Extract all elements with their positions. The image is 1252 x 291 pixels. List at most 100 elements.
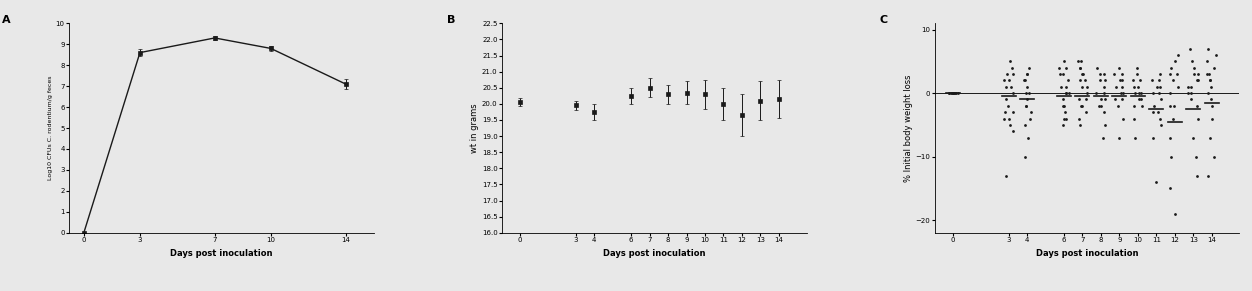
Point	[1181, 91, 1201, 95]
Point	[999, 123, 1019, 127]
Point	[1179, 46, 1199, 51]
Y-axis label: Log10 CFUs C. rodentium/g feces: Log10 CFUs C. rodentium/g feces	[48, 76, 53, 180]
Point	[1132, 104, 1152, 108]
Point	[1143, 135, 1163, 140]
Point	[1002, 84, 1022, 89]
Point	[1069, 116, 1089, 121]
Point	[1111, 78, 1131, 83]
Point	[1166, 212, 1186, 216]
Point	[1127, 65, 1147, 70]
Point	[1182, 59, 1202, 64]
Point	[1090, 104, 1111, 108]
Point	[1186, 154, 1206, 159]
Text: B: B	[447, 15, 456, 25]
Point	[1075, 97, 1096, 102]
Point	[1187, 104, 1207, 108]
Point	[1188, 116, 1208, 121]
Point	[1069, 97, 1089, 102]
Point	[1070, 123, 1090, 127]
Point	[1159, 186, 1179, 191]
Point	[1109, 65, 1129, 70]
Text: C: C	[880, 15, 888, 25]
Point	[1106, 97, 1126, 102]
Point	[1151, 72, 1171, 77]
Point	[1184, 65, 1204, 70]
Point	[1059, 91, 1079, 95]
Point	[1075, 78, 1096, 83]
Point	[1054, 104, 1074, 108]
Point	[1152, 97, 1172, 102]
Point	[1017, 84, 1037, 89]
Point	[1055, 116, 1075, 121]
Point	[1144, 104, 1164, 108]
Point	[943, 91, 963, 95]
Point	[1112, 78, 1132, 83]
Point	[1198, 46, 1218, 51]
Point	[1017, 97, 1037, 102]
Point	[1126, 91, 1146, 95]
Point	[1187, 173, 1207, 178]
Point	[943, 91, 963, 95]
Point	[1197, 72, 1217, 77]
Point	[998, 104, 1018, 108]
Point	[1161, 91, 1181, 95]
Point	[1053, 59, 1073, 64]
Point	[1163, 116, 1183, 121]
Point	[1094, 110, 1114, 114]
Point	[1164, 104, 1184, 108]
Point	[1198, 72, 1218, 77]
Point	[1094, 91, 1114, 95]
Point	[1104, 72, 1124, 77]
Point	[1147, 84, 1167, 89]
Point	[1129, 91, 1149, 95]
X-axis label: Days post inoculation: Days post inoculation	[603, 249, 705, 258]
Point	[1019, 91, 1039, 95]
Point	[1072, 72, 1092, 77]
X-axis label: Days post inoculation: Days post inoculation	[170, 249, 273, 258]
Point	[1017, 72, 1037, 77]
Point	[994, 116, 1014, 121]
Point	[1003, 91, 1023, 95]
Point	[1201, 78, 1221, 83]
Point	[1149, 84, 1169, 89]
Point	[1053, 104, 1073, 108]
Point	[1206, 53, 1226, 57]
Point	[1019, 65, 1039, 70]
Point	[1070, 104, 1090, 108]
Point	[1106, 84, 1126, 89]
Point	[940, 91, 960, 95]
Point	[1058, 78, 1078, 83]
Point	[1015, 78, 1035, 83]
Point	[1129, 78, 1149, 83]
Point	[1090, 78, 1111, 83]
Point	[1148, 110, 1168, 114]
X-axis label: Days post inoculation: Days post inoculation	[1035, 249, 1138, 258]
Point	[1075, 110, 1096, 114]
Point	[1053, 97, 1073, 102]
Point	[1131, 91, 1151, 95]
Point	[1049, 72, 1069, 77]
Point	[1166, 59, 1186, 64]
Point	[1057, 91, 1077, 95]
Point	[1188, 72, 1208, 77]
Point	[1159, 104, 1179, 108]
Point	[1199, 135, 1219, 140]
Point	[1128, 72, 1148, 77]
Point	[1151, 123, 1171, 127]
Point	[1184, 72, 1204, 77]
Point	[1003, 110, 1023, 114]
Point	[1181, 97, 1201, 102]
Y-axis label: % Initial body weight loss: % Initial body weight loss	[904, 74, 913, 182]
Point	[994, 78, 1014, 83]
Point	[1096, 123, 1116, 127]
Y-axis label: wt in grams: wt in grams	[470, 103, 480, 153]
Point	[1094, 97, 1114, 102]
Point	[1017, 72, 1037, 77]
Point	[1015, 123, 1035, 127]
Point	[1151, 116, 1171, 121]
Point	[1202, 116, 1222, 121]
Point	[1070, 65, 1090, 70]
Point	[1198, 91, 1218, 95]
Point	[1057, 65, 1077, 70]
Point	[1070, 59, 1090, 64]
